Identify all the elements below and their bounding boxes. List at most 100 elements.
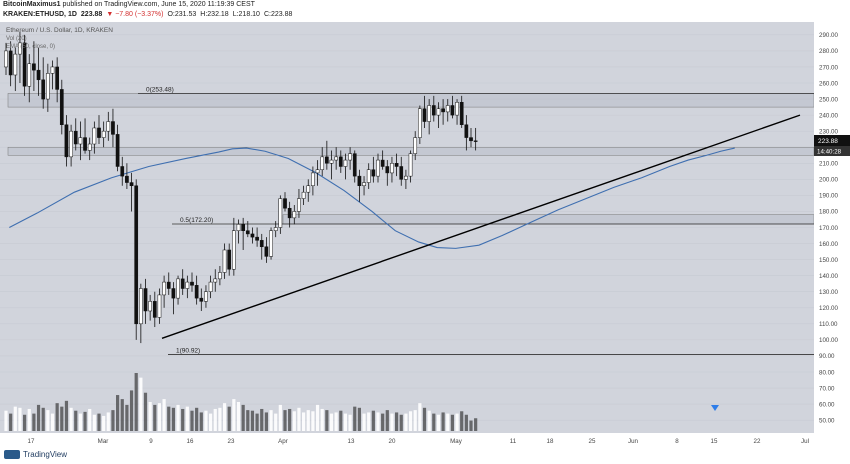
price-chart[interactable]: 0(253.48) 0.5(172.20) 1(90.92) 50.00 60.00 7… [0, 22, 850, 447]
y-tick-label: 50.00 [819, 417, 835, 424]
candle-body [385, 166, 390, 174]
volume-bar [464, 414, 468, 431]
volume-bar [450, 414, 454, 431]
volume-bar [274, 413, 278, 431]
candle-body [50, 66, 55, 74]
candle-body [352, 153, 357, 177]
volume-bar [153, 404, 157, 431]
candle-body [259, 240, 264, 248]
candle-body [162, 281, 166, 296]
volume-bar [190, 410, 194, 431]
legend-ema: EMA (50, close, 0) [6, 44, 55, 50]
price-change: ▼ −7.80 (−3.37%) [106, 11, 164, 18]
candle-body [152, 301, 157, 318]
candle-body [36, 69, 41, 81]
volume-bar [78, 413, 82, 431]
candle-body [73, 130, 78, 145]
candle-body [245, 230, 250, 235]
candle-body [427, 105, 431, 122]
x-tick-label: 9 [149, 438, 153, 445]
candle-body [436, 108, 441, 116]
low-value: L:218.10 [232, 11, 260, 18]
symbol-label: KRAKEN:ETHUSD, 1D [3, 11, 77, 18]
x-tick-label: 17 [28, 438, 35, 445]
candle-body [18, 42, 22, 55]
candle-body [343, 159, 348, 167]
candle-body [194, 285, 199, 299]
volume-bar [195, 407, 199, 431]
candle-body [129, 182, 134, 187]
candle-body [241, 224, 246, 231]
candle-body [4, 50, 8, 68]
volume-bar [395, 412, 399, 431]
publish-line: BitcoinMaximus1 published on TradingView… [3, 1, 255, 8]
x-tick-label: Apr [278, 438, 288, 445]
candle-body [329, 159, 334, 164]
volume-bar [106, 412, 110, 431]
candle-body [413, 137, 418, 154]
volume-bar [199, 412, 203, 431]
volume-bar [422, 407, 427, 431]
candle-body [59, 89, 64, 125]
volume-bar [36, 404, 41, 431]
candle-body [450, 105, 455, 116]
candle-body [185, 281, 190, 289]
volume-bar [213, 408, 217, 431]
volume-bar [88, 408, 92, 431]
x-tick-label: 16 [187, 438, 194, 445]
y-tick-label: 90.00 [819, 353, 835, 360]
volume-bar [125, 404, 129, 431]
volume-bar [148, 402, 152, 431]
candle-body [315, 169, 320, 174]
volume-bar [325, 410, 329, 431]
candle-body [69, 130, 73, 158]
candle-body [473, 140, 478, 142]
volume-bar [418, 403, 422, 431]
volume-bar [116, 395, 120, 431]
publisher-name[interactable]: BitcoinMaximus1 [3, 1, 61, 8]
y-tick-label: 100.00 [819, 337, 838, 344]
volume-bar [241, 404, 245, 431]
open-value: O:231.53 [167, 11, 197, 18]
volume-bar [18, 407, 22, 431]
candle-body [236, 224, 241, 231]
volume-bar [46, 410, 50, 431]
candle-body [366, 169, 371, 183]
candle-body [111, 121, 115, 135]
candle-body [394, 163, 399, 167]
y-tick-label: 150.00 [819, 257, 838, 264]
candle-body [311, 172, 315, 187]
volume-bar [27, 408, 31, 431]
volume-bar [334, 412, 338, 431]
volume-bar [120, 399, 124, 431]
candle-body [278, 198, 283, 228]
y-tick-label: 170.00 [819, 225, 838, 232]
volume-bar [74, 410, 78, 431]
candle-body [445, 105, 450, 113]
tradingview-logo[interactable]: TradingView [4, 450, 67, 460]
symbol-line: KRAKEN:ETHUSD, 1D 223.88 ▼ −7.80 (−3.37%) O… [3, 11, 296, 18]
volume-bar [455, 413, 459, 431]
volume-bar [111, 410, 115, 431]
close-value: C:223.88 [263, 11, 293, 18]
volume-bar [97, 413, 101, 431]
volume-bar [167, 406, 171, 431]
volume-bar [227, 406, 231, 431]
volume-bar [292, 411, 296, 431]
volume-bar [69, 407, 73, 431]
ascending-trendline [161, 114, 801, 339]
x-tick-label: 22 [754, 438, 761, 445]
volume-bar [367, 412, 371, 431]
candle-body [8, 50, 13, 76]
fib-level-label: 0(253.48) [146, 86, 174, 93]
volume-bar [181, 408, 185, 431]
volume-bar [250, 410, 255, 431]
volume-bar [297, 407, 301, 431]
volume-bar [134, 373, 138, 431]
candle-body [92, 127, 97, 145]
candle-body [218, 272, 222, 280]
x-tick-label: 23 [228, 438, 235, 445]
candle-body [469, 137, 473, 142]
candle-body [148, 301, 153, 312]
volume-bar [55, 403, 59, 431]
